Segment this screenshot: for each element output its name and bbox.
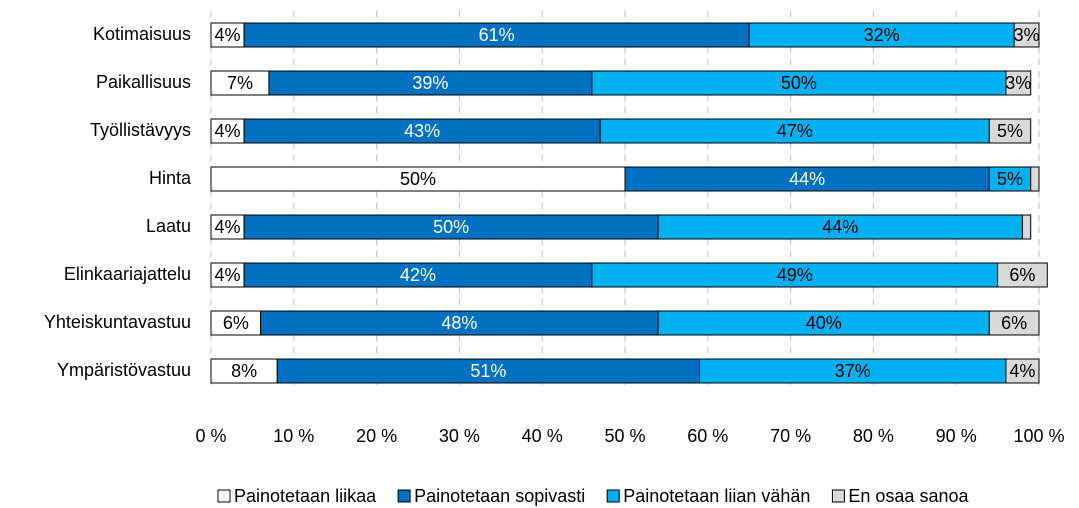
data-label: 50% (400, 169, 436, 189)
x-tick-label: 50 % (604, 426, 645, 446)
data-label: 4% (215, 265, 241, 285)
bar-segment (1005, 358, 1040, 384)
data-label: 6% (1009, 265, 1035, 285)
legend-label: Painotetaan liian vähän (623, 486, 810, 506)
bar-segment (657, 310, 990, 336)
data-label: 47% (777, 121, 813, 141)
bar-segment (1030, 166, 1040, 192)
data-label: 32% (864, 25, 900, 45)
data-label: 37% (835, 361, 871, 381)
legend-swatch (606, 489, 620, 503)
bar-segment (210, 166, 626, 192)
data-label: 44% (822, 217, 858, 237)
bar-segment (210, 310, 262, 336)
bar-segment (988, 310, 1040, 336)
x-tick-label: 90 % (936, 426, 977, 446)
data-label: 4% (1009, 361, 1035, 381)
data-label: 3% (1014, 25, 1040, 45)
data-label: 4% (215, 121, 241, 141)
data-label: 61% (479, 25, 515, 45)
legend-label: Painotetaan liikaa (234, 486, 377, 506)
bar-segment (591, 70, 1007, 96)
bar-segment (748, 22, 1015, 48)
data-label: 48% (441, 313, 477, 333)
bar-segment (997, 262, 1048, 288)
x-tick-label: 40 % (522, 426, 563, 446)
y-tick-label: Kotimaisuus (93, 24, 191, 44)
legend-label: En osaa sanoa (848, 486, 969, 506)
bar-segment (624, 166, 990, 192)
y-tick-label: Paikallisuus (96, 72, 191, 92)
bar-segment (243, 118, 601, 144)
bar-segment (988, 118, 1032, 144)
data-label: 42% (400, 265, 436, 285)
bar-segment (1013, 22, 1040, 48)
data-label: 43% (404, 121, 440, 141)
bar-segment (699, 358, 1007, 384)
legend-swatch (831, 489, 845, 503)
data-label: 4% (215, 217, 241, 237)
bar-segment (243, 22, 750, 48)
legend-label: Painotetaan sopivasti (414, 486, 585, 506)
data-label: 39% (412, 73, 448, 93)
data-label: 8% (231, 361, 257, 381)
data-label: 44% (789, 169, 825, 189)
y-tick-label: Ympäristövastuu (57, 360, 191, 380)
y-tick-label: Työllistävyys (90, 120, 191, 140)
data-label: 4% (215, 25, 241, 45)
bar-segment (276, 358, 701, 384)
bar-segment (591, 262, 999, 288)
y-tick-label: Hinta (149, 168, 192, 188)
bar-segment (988, 166, 1032, 192)
y-tick-label: Elinkaariajattelu (64, 264, 191, 284)
data-label: 49% (777, 265, 813, 285)
data-label: 51% (470, 361, 506, 381)
x-tick-label: 10 % (273, 426, 314, 446)
bar-segment (210, 262, 245, 288)
bar-segment (243, 262, 593, 288)
bar-segment (1021, 214, 1032, 240)
data-label: 50% (433, 217, 469, 237)
data-label: 5% (997, 169, 1023, 189)
data-label: 6% (223, 313, 249, 333)
x-tick-label: 100 % (1013, 426, 1064, 446)
data-label: 7% (227, 73, 253, 93)
legend-swatch (397, 489, 411, 503)
x-tick-label: 20 % (356, 426, 397, 446)
data-label: 5% (997, 121, 1023, 141)
x-tick-label: 30 % (439, 426, 480, 446)
bar-segment (1005, 70, 1032, 96)
bar-segment (210, 214, 245, 240)
x-tick-label: 80 % (853, 426, 894, 446)
y-tick-label: Yhteiskuntavastuu (44, 312, 191, 332)
x-tick-label: 0 % (195, 426, 226, 446)
bar-segment (260, 310, 659, 336)
legend-swatch (217, 489, 231, 503)
bar-segment (243, 214, 659, 240)
y-tick-label: Laatu (146, 216, 191, 236)
bar-segment (210, 118, 245, 144)
data-label: 40% (806, 313, 842, 333)
bar-segment (657, 214, 1023, 240)
data-label: 6% (1001, 313, 1027, 333)
x-tick-label: 60 % (687, 426, 728, 446)
data-label: 3% (1005, 73, 1031, 93)
x-tick-label: 70 % (770, 426, 811, 446)
data-label: 50% (781, 73, 817, 93)
bar-segment (210, 22, 245, 48)
bar-segment (210, 358, 278, 384)
